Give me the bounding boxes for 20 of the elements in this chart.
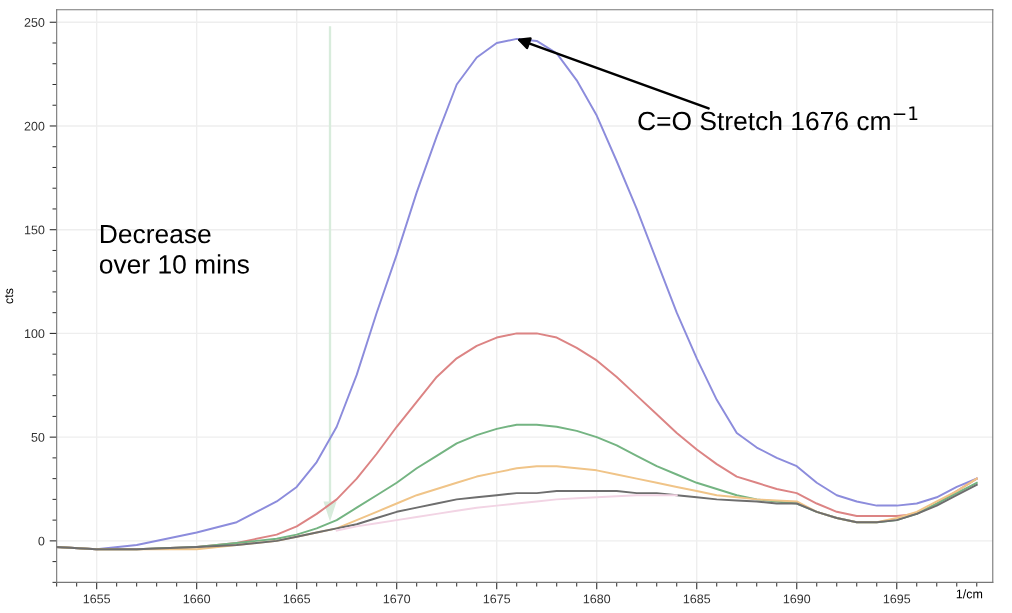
x-tick-label: 1675 bbox=[483, 594, 511, 604]
y-tick-label: 150 bbox=[24, 225, 45, 235]
x-tick-label: 1680 bbox=[583, 594, 611, 604]
x-tick-label: 1660 bbox=[183, 594, 211, 604]
x-tick-label: 1685 bbox=[683, 594, 711, 604]
annotation: C=O Stretch 1676 cm$^{−1}$ bbox=[638, 106, 918, 131]
x-tick-label: 1670 bbox=[383, 594, 411, 604]
x-axis-title: 1/cm bbox=[956, 589, 983, 599]
x-tick-label: 1655 bbox=[83, 594, 111, 604]
line-series bbox=[335, 494, 678, 532]
y-tick-label: 0 bbox=[38, 536, 45, 546]
annotation: Decrease over 10 mins bbox=[99, 224, 249, 274]
x-tick-label: 1690 bbox=[783, 594, 811, 604]
x-tick-label: 1695 bbox=[883, 594, 911, 604]
y-tick-label: 50 bbox=[31, 432, 45, 442]
y-tick-label: 200 bbox=[24, 121, 45, 131]
x-tick-label: 1665 bbox=[283, 594, 311, 604]
y-axis-title: cts bbox=[5, 288, 14, 304]
y-tick-label: 100 bbox=[24, 329, 45, 339]
y-tick-label: 250 bbox=[24, 18, 45, 27]
